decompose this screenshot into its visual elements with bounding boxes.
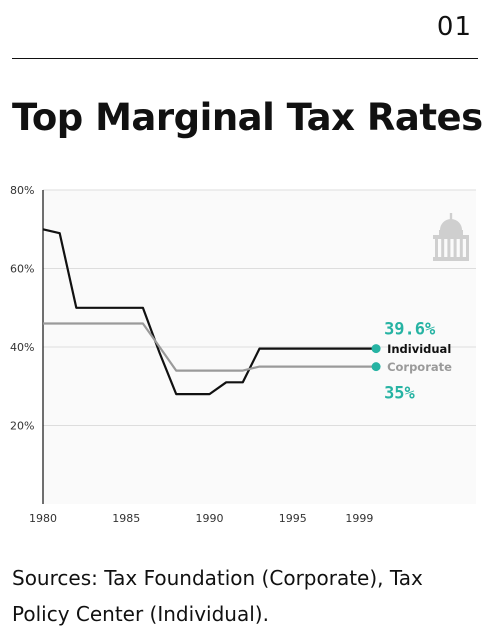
series-line-corporate [43,322,377,372]
series-end-marker-corporate [371,362,381,372]
icon-column [447,239,451,257]
page-number: 01 [436,12,472,42]
icon-drum [439,230,463,235]
sources-note: Sources: Tax Foundation (Corporate), Tax… [12,566,423,626]
y-tick-label-40: 40% [10,341,34,354]
series-value-label-corporate: 35% [384,384,415,404]
series-line-individual [42,228,377,396]
icon-base [433,257,469,261]
icon-spire [449,213,453,220]
series-name-corporate: Corporate [387,360,452,374]
icon-entablature [433,235,469,239]
y-tick-label-60: 60% [10,263,34,276]
icon-column [435,239,438,257]
icon-column [453,239,457,257]
header-rule [12,58,478,59]
icon-column [466,239,469,257]
y-tick-label-80: 80% [10,184,34,197]
x-tick-label-1980: 1980 [29,512,57,525]
x-tick-label-1995: 1995 [279,512,307,525]
icon-column [441,239,445,257]
series-end-marker-individual [371,344,381,354]
icon-column [459,239,463,257]
tax-rate-chart: 20% 40% 60% 80% 1980 1985 1990 1995 1999 Individu… [10,184,476,525]
y-tick-label-20: 20% [10,420,34,433]
series-value-label-individual: 39.6% [384,320,436,340]
x-tick-label-1985: 1985 [112,512,140,525]
icon-dome [440,219,462,230]
series-name-individual: Individual [387,342,451,356]
capitol-building-icon [433,213,469,261]
page-title: Top Marginal Tax Rates [12,96,483,139]
x-tick-label-1999: 1999 [345,512,373,525]
x-tick-label-1990: 1990 [196,512,224,525]
